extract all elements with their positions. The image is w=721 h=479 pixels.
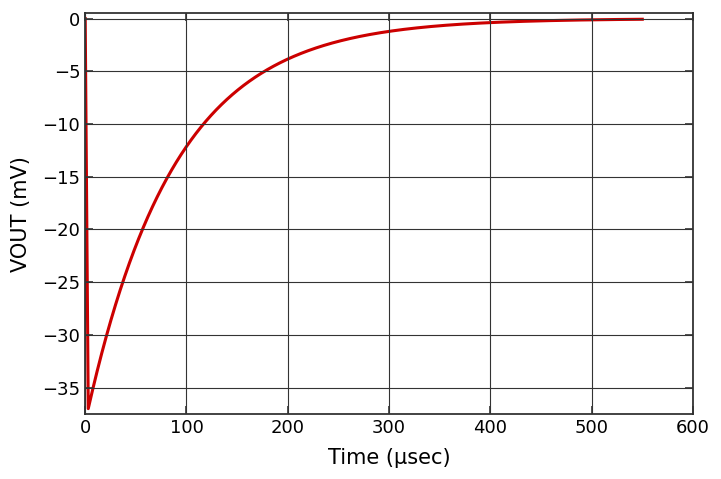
Y-axis label: VOUT (mV): VOUT (mV) — [11, 156, 31, 272]
X-axis label: Time (μsec): Time (μsec) — [328, 448, 451, 468]
